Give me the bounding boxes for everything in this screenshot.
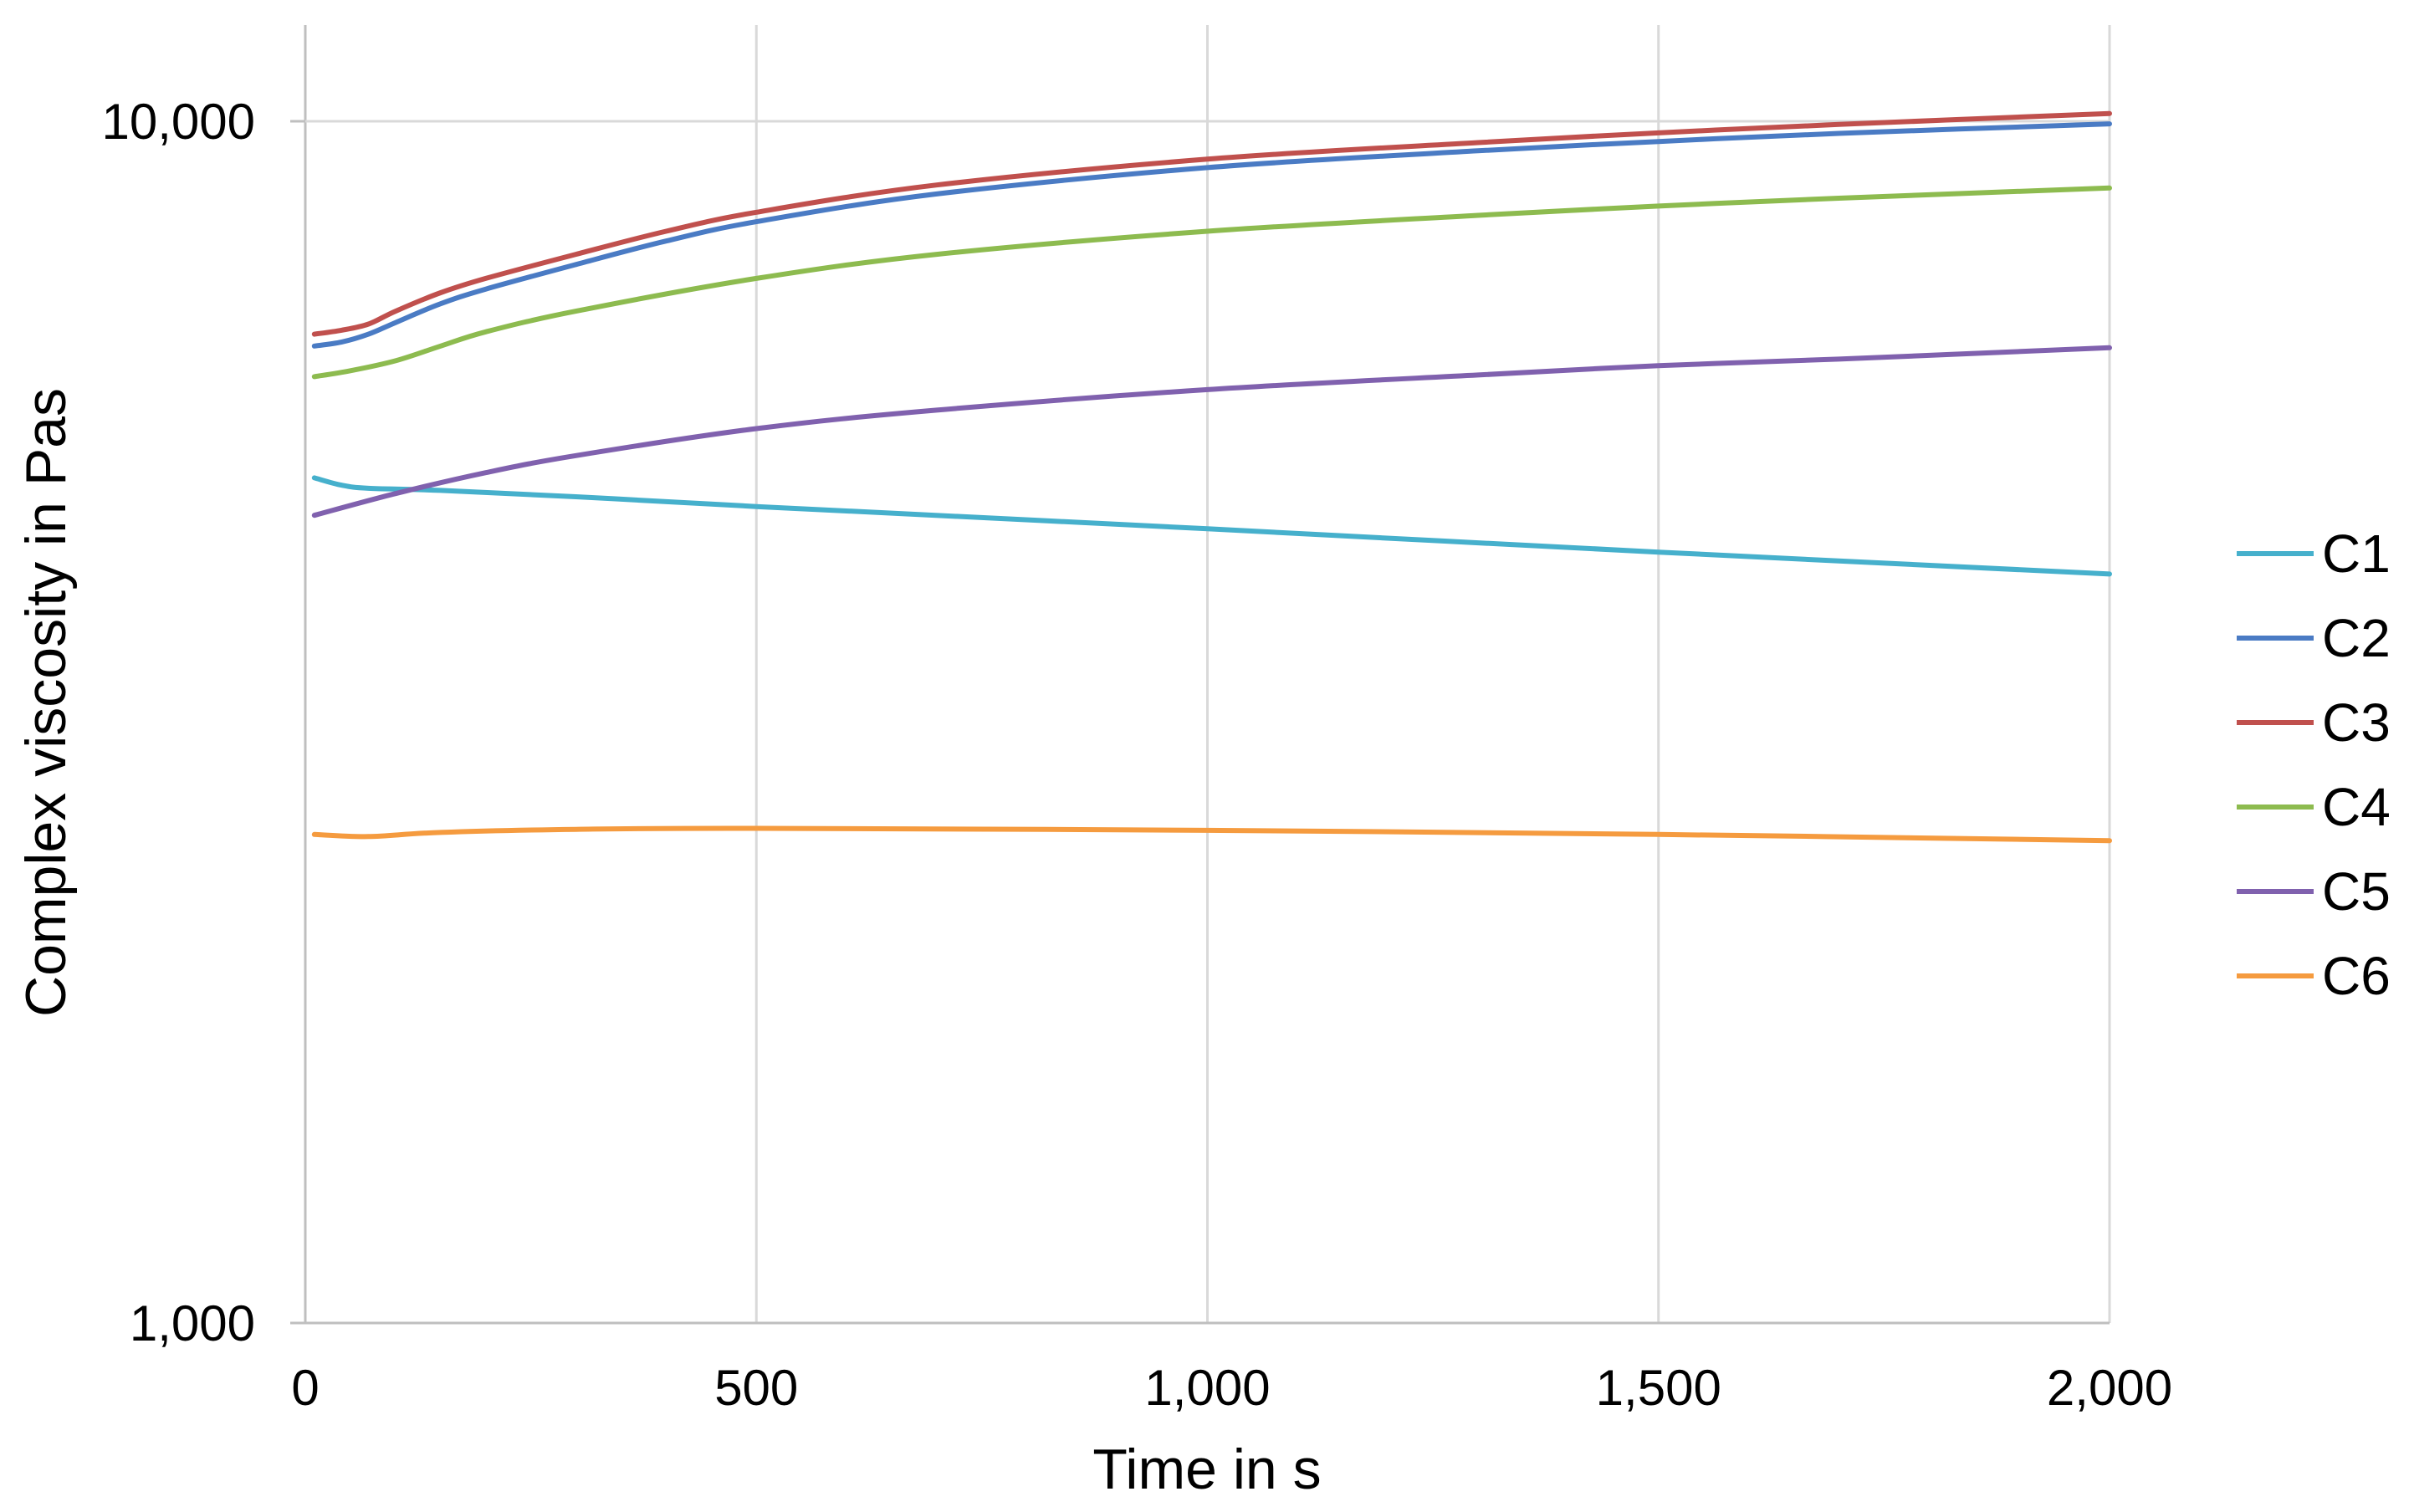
y-tick-label: 10,000 xyxy=(101,94,255,150)
x-axis-title: Time in s xyxy=(1092,1438,1321,1501)
x-tick-label: 2,000 xyxy=(2047,1360,2172,1416)
legend-label-c1: C1 xyxy=(2322,524,2391,584)
x-tick-label: 0 xyxy=(291,1360,319,1416)
series-line-c1 xyxy=(311,475,2112,577)
series-lines xyxy=(311,110,2112,844)
legend: C1 C2 C3 C4 C5 C6 xyxy=(2237,524,2391,1006)
series-line-c6 xyxy=(311,825,2112,844)
x-tick-labels: 0 500 1,000 1,500 2,000 xyxy=(291,1360,2172,1416)
y-tick-labels: 1,000 10,000 xyxy=(101,94,255,1351)
series-line-c4 xyxy=(311,185,2112,380)
legend-label-c3: C3 xyxy=(2322,692,2391,753)
x-tick-label: 1,500 xyxy=(1596,1360,1721,1416)
y-axis-title: Complex viscosity in Pas xyxy=(14,388,78,1017)
series-line-c3 xyxy=(311,110,2112,337)
x-tick-label: 500 xyxy=(714,1360,798,1416)
x-tick-label: 1,000 xyxy=(1144,1360,1270,1416)
grid-lines xyxy=(754,25,2111,1323)
series-line-c5 xyxy=(311,345,2112,518)
legend-label-c5: C5 xyxy=(2322,861,2391,922)
legend-label-c2: C2 xyxy=(2322,608,2391,668)
axes xyxy=(290,25,2110,1325)
series-line-c2 xyxy=(311,121,2112,349)
legend-label-c4: C4 xyxy=(2322,777,2391,837)
y-tick-label: 1,000 xyxy=(130,1295,255,1351)
legend-label-c6: C6 xyxy=(2322,946,2391,1006)
